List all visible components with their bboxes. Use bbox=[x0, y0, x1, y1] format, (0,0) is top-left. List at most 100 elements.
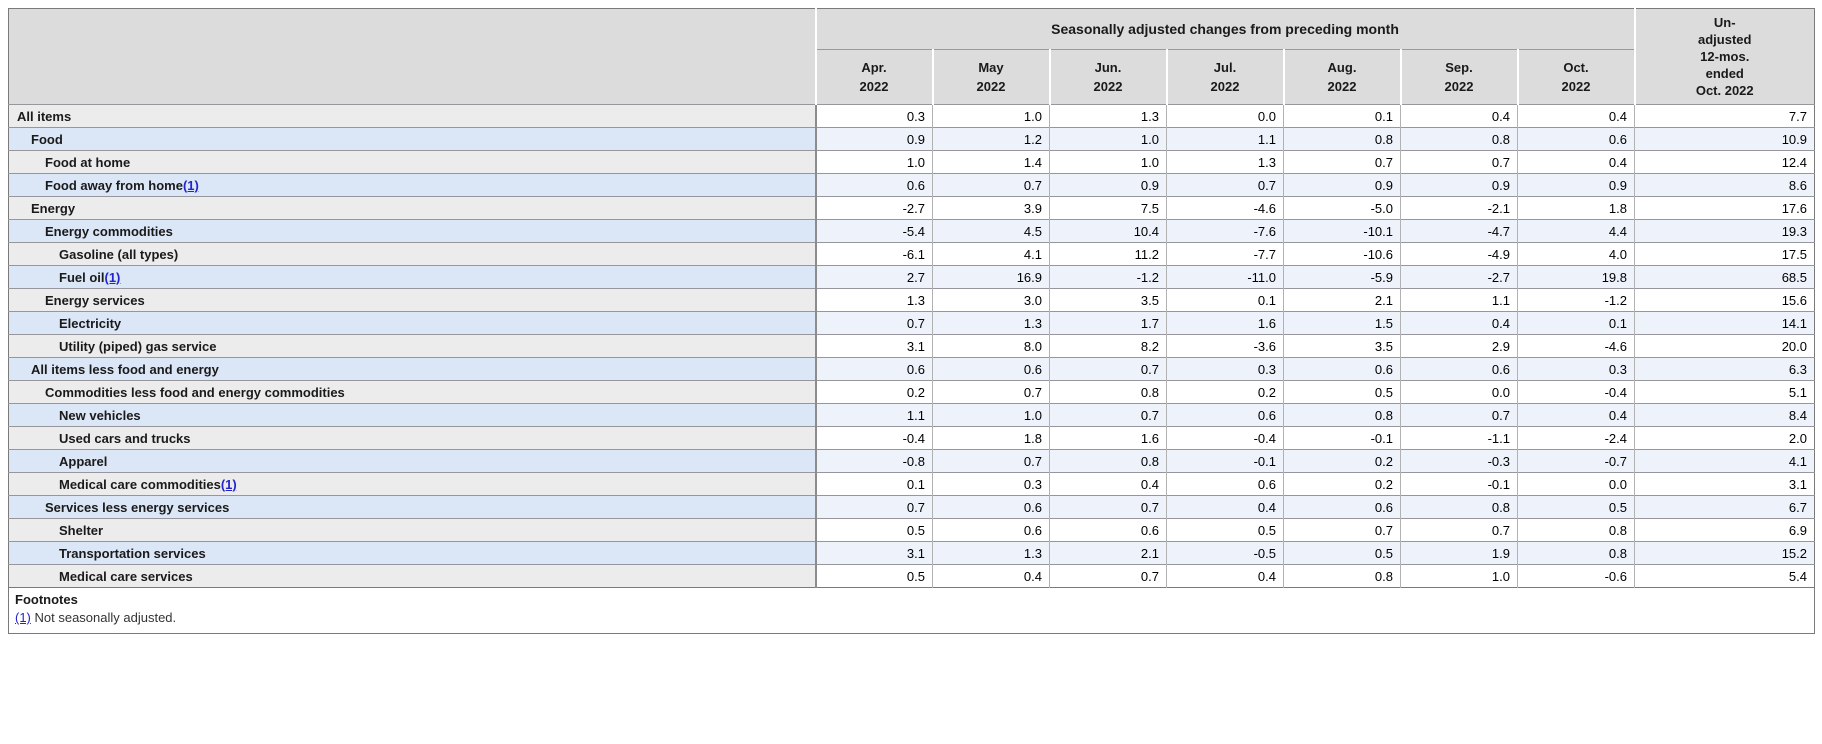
cpi-table: Seasonally adjusted changes from precedi… bbox=[8, 8, 1815, 634]
data-cell: 0.1 bbox=[814, 472, 933, 496]
data-cell: 6.7 bbox=[1634, 495, 1815, 519]
data-cell: -4.9 bbox=[1400, 242, 1518, 266]
table-row: All items less food and energy 0.6 0.6 0.7 0… bbox=[8, 357, 1815, 381]
data-cell: -2.7 bbox=[1400, 265, 1518, 289]
data-cell: -4.6 bbox=[1517, 334, 1635, 358]
data-cell: 5.1 bbox=[1634, 380, 1815, 404]
footnote-link[interactable]: (1) bbox=[15, 610, 31, 625]
table-row: Food at home 1.0 1.4 1.0 1.3 0.7 0.7 0.4 12.4 bbox=[8, 150, 1815, 174]
row-label-text: Gasoline (all types) bbox=[59, 246, 179, 262]
data-cell: 1.2 bbox=[932, 127, 1050, 151]
data-cell: -0.4 bbox=[1517, 380, 1635, 404]
row-label: Food bbox=[8, 127, 816, 151]
data-cell: 0.8 bbox=[1283, 127, 1401, 151]
data-cell: 0.7 bbox=[932, 449, 1050, 473]
data-cell: -0.1 bbox=[1400, 472, 1518, 496]
data-cell: 0.8 bbox=[1283, 564, 1401, 588]
month-header-sep: Sep. 2022 bbox=[1399, 49, 1518, 105]
data-cell: 0.7 bbox=[1283, 518, 1401, 542]
data-cell: -1.2 bbox=[1049, 265, 1167, 289]
data-cell: 0.7 bbox=[1166, 173, 1284, 197]
table-row: Energy commodities -5.4 4.5 10.4 -7.6 -10.1 -4… bbox=[8, 219, 1815, 243]
data-cell: 0.6 bbox=[1517, 127, 1635, 151]
table-row: Utility (piped) gas service 3.1 8.0 8.2 -3.6… bbox=[8, 334, 1815, 358]
data-cell: -5.9 bbox=[1283, 265, 1401, 289]
data-cell: 0.6 bbox=[1049, 518, 1167, 542]
data-cell: -0.7 bbox=[1517, 449, 1635, 473]
row-label-text: Transportation services bbox=[59, 545, 206, 561]
data-cell: 0.7 bbox=[1400, 518, 1518, 542]
data-cell: 1.0 bbox=[932, 403, 1050, 427]
data-cell: 0.7 bbox=[932, 380, 1050, 404]
data-cell: 0.4 bbox=[932, 564, 1050, 588]
data-cell: -7.6 bbox=[1166, 219, 1284, 243]
data-cell: -0.6 bbox=[1517, 564, 1635, 588]
row-label: Transportation services bbox=[8, 541, 816, 565]
data-cell: 0.2 bbox=[814, 380, 933, 404]
row-label: New vehicles bbox=[8, 403, 816, 427]
data-cell: 0.6 bbox=[932, 518, 1050, 542]
data-cell: 0.4 bbox=[1049, 472, 1167, 496]
row-label-text: Food away from home bbox=[45, 177, 183, 193]
data-cell: 0.7 bbox=[1049, 357, 1167, 381]
data-cell: 0.5 bbox=[814, 518, 933, 542]
data-cell: 0.6 bbox=[1283, 357, 1401, 381]
data-cell: -7.7 bbox=[1166, 242, 1284, 266]
data-cell: 10.9 bbox=[1634, 127, 1815, 151]
data-cell: 0.3 bbox=[932, 472, 1050, 496]
data-cell: 0.8 bbox=[1400, 495, 1518, 519]
table-row: Medical care commodities(1) 0.1 0.3 0.4 0.6 0… bbox=[8, 472, 1815, 496]
data-cell: 1.4 bbox=[932, 150, 1050, 174]
row-label-text: Energy commodities bbox=[45, 223, 173, 239]
data-cell: 1.8 bbox=[932, 426, 1050, 450]
data-cell: -0.1 bbox=[1283, 426, 1401, 450]
row-label: Services less energy services bbox=[8, 495, 816, 519]
row-label-text: All items bbox=[17, 108, 72, 124]
data-cell: 2.9 bbox=[1400, 334, 1518, 358]
footnote-link[interactable]: (1) bbox=[220, 476, 237, 492]
row-label-text: Commodities less food and energy commodi… bbox=[45, 384, 345, 400]
table-row: Food away from home(1) 0.6 0.7 0.9 0.7 0.9 0.9… bbox=[8, 173, 1815, 197]
data-cell: 0.6 bbox=[1400, 357, 1518, 381]
table-row: Food 0.9 1.2 1.0 1.1 0.8 0.8 0.6 10.9 bbox=[8, 127, 1815, 151]
data-cell: 0.9 bbox=[1049, 173, 1167, 197]
data-cell: 17.6 bbox=[1634, 196, 1815, 220]
data-cell: 6.3 bbox=[1634, 357, 1815, 381]
data-cell: 1.8 bbox=[1517, 196, 1635, 220]
data-cell: 10.4 bbox=[1049, 219, 1167, 243]
data-cell: 8.6 bbox=[1634, 173, 1815, 197]
data-cell: -5.0 bbox=[1283, 196, 1401, 220]
data-cell: 14.1 bbox=[1634, 311, 1815, 335]
footnote-link[interactable]: (1) bbox=[182, 177, 199, 193]
data-cell: 1.6 bbox=[1049, 426, 1167, 450]
data-cell: 3.0 bbox=[932, 288, 1050, 312]
month-header-aug: Aug. 2022 bbox=[1282, 49, 1401, 105]
data-cell: 6.9 bbox=[1634, 518, 1815, 542]
row-label: Energy services bbox=[8, 288, 816, 312]
data-cell: 1.3 bbox=[1049, 104, 1167, 128]
row-label-text: Food bbox=[31, 131, 63, 147]
table-row: Fuel oil(1) 2.7 16.9 -1.2 -11.0 -5.9 -2.7 19.8 6… bbox=[8, 265, 1815, 289]
data-cell: 4.1 bbox=[932, 242, 1050, 266]
data-cell: 15.6 bbox=[1634, 288, 1815, 312]
row-label-text: Services less energy services bbox=[45, 499, 230, 515]
page: Seasonally adjusted changes from precedi… bbox=[8, 8, 1815, 634]
row-label: Medical care commodities(1) bbox=[8, 472, 816, 496]
table-row: Used cars and trucks -0.4 1.8 1.6 -0.4 -0.1 -1… bbox=[8, 426, 1815, 450]
data-cell: -0.5 bbox=[1166, 541, 1284, 565]
row-label: Electricity bbox=[8, 311, 816, 335]
data-cell: 3.1 bbox=[814, 541, 933, 565]
row-label: Shelter bbox=[8, 518, 816, 542]
data-cell: 0.5 bbox=[1283, 541, 1401, 565]
unadjusted-column-header: Un-adjusted 12-mos. ended Oct. 2022 bbox=[1633, 8, 1815, 105]
footnote-link[interactable]: (1) bbox=[104, 269, 121, 285]
data-cell: 19.3 bbox=[1634, 219, 1815, 243]
row-label: Gasoline (all types) bbox=[8, 242, 816, 266]
data-cell: 1.3 bbox=[932, 541, 1050, 565]
data-cell: 0.0 bbox=[1166, 104, 1284, 128]
data-cell: 0.0 bbox=[1517, 472, 1635, 496]
data-cell: 0.6 bbox=[814, 173, 933, 197]
data-cell: 2.7 bbox=[814, 265, 933, 289]
data-cell: 0.6 bbox=[1166, 472, 1284, 496]
table-row: New vehicles 1.1 1.0 0.7 0.6 0.8 0.7 0.4 8.4 bbox=[8, 403, 1815, 427]
